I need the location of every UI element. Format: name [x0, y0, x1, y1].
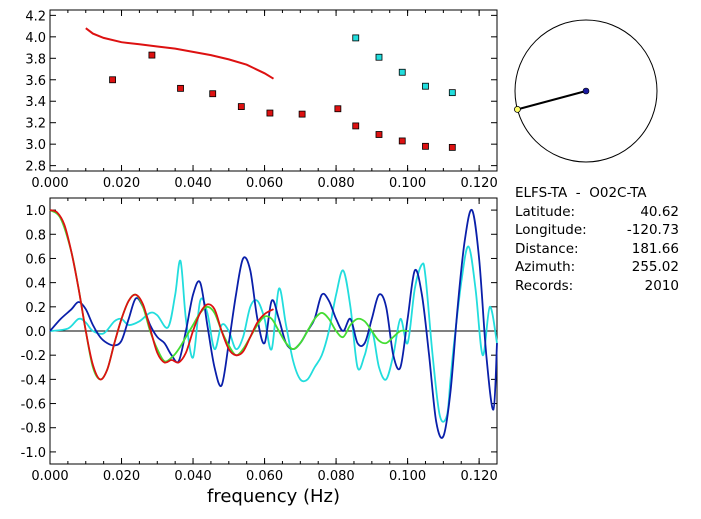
data-point — [109, 76, 116, 84]
y-tick-label: -0.8 — [21, 422, 46, 437]
y-tick-label: -0.6 — [21, 398, 46, 413]
x-tick-label: 0.080 — [317, 469, 354, 484]
plot-frame — [49, 9, 498, 172]
data-point — [266, 109, 274, 117]
x-tick-label: 0.040 — [174, 469, 211, 484]
data-point — [352, 34, 360, 42]
data-point — [398, 68, 406, 76]
x-tick-label: 0.100 — [389, 176, 426, 191]
y-tick-label: -0.2 — [21, 349, 46, 364]
data-point — [375, 131, 383, 138]
y-tick-label: 2.8 — [25, 160, 46, 175]
x-tick-label: 0.120 — [461, 176, 498, 191]
info-value: -120.73 — [626, 222, 679, 238]
azimuth-circle — [514, 19, 658, 163]
y-tick-label: 3.6 — [25, 74, 46, 89]
blue-series-line — [49, 208, 498, 439]
y-tick-label: -0.4 — [21, 373, 46, 388]
y-tick-label: 3.8 — [25, 52, 46, 67]
x-tick-label: 0.100 — [389, 469, 426, 484]
info-value: 40.62 — [640, 203, 679, 220]
red-series-line — [49, 209, 274, 381]
data-point — [422, 142, 429, 150]
y-tick-label: 1.0 — [25, 204, 46, 219]
y-tick-label: 0.6 — [25, 252, 46, 267]
x-tick-label: 0.120 — [461, 469, 498, 484]
data-point — [398, 137, 406, 145]
coherence-plot: 0.000 0.020 0.040 0.060 0.080 0.100 0.120 1.0 0.… — [21, 197, 498, 507]
x-tick-label: 0.000 — [31, 469, 68, 484]
data-point — [422, 82, 429, 90]
dispersion-curve — [85, 27, 275, 80]
data-point — [209, 90, 217, 98]
info-row: Azimuth: 255.02 — [515, 258, 701, 277]
info-value: 255.02 — [631, 259, 679, 275]
data-point — [352, 122, 360, 130]
data-point — [237, 103, 245, 110]
y-tick-label: 0.8 — [25, 228, 46, 243]
data-point — [448, 143, 456, 151]
x-tick-label: 0.040 — [174, 176, 211, 191]
data-point — [375, 53, 383, 61]
data-point — [177, 84, 184, 92]
info-value: 181.66 — [631, 240, 679, 257]
info-label: Records: — [515, 277, 574, 294]
info-row: Latitude: 40.62 — [515, 203, 701, 222]
station-info-panel: ELFS-TA - O02C-TA Latitude: 40.62 Longitud… — [515, 184, 701, 295]
cyan-series-line — [49, 245, 498, 423]
x-tick-label: 0.060 — [246, 176, 283, 191]
y-tick-label: 0.4 — [25, 277, 46, 292]
y-tick-label: 3.2 — [25, 117, 46, 132]
data-point — [148, 51, 156, 59]
info-row: Records: 2010 — [515, 277, 701, 296]
azimuth-plot — [514, 19, 658, 163]
x-tick-label: 0.060 — [246, 469, 283, 484]
x-tick-label: 0.080 — [317, 176, 354, 191]
y-tick-label: 4.2 — [25, 9, 46, 24]
data-point — [448, 89, 456, 97]
info-row: Longitude: -120.73 — [515, 221, 701, 240]
source-marker — [514, 105, 521, 113]
y-tick-label: 3.4 — [25, 95, 46, 110]
y-tick-label: 0.0 — [25, 325, 46, 340]
y-tick-label: 3.0 — [25, 138, 46, 153]
info-label: Azimuth: — [515, 259, 576, 275]
x-tick-label: 0.020 — [103, 469, 140, 484]
azimuth-line — [517, 90, 587, 111]
velocity-plot: 0.000 0.020 0.040 0.060 0.080 0.100 0.120 2.8 3.… — [25, 9, 497, 191]
info-row: Distance: 181.66 — [515, 240, 701, 259]
info-label: Latitude: — [515, 203, 576, 220]
station-pair: ELFS-TA - O02C-TA — [515, 185, 647, 201]
y-tick-label: 4.0 — [25, 31, 46, 46]
info-label: Distance: — [515, 240, 579, 257]
green-series-line — [49, 209, 408, 381]
y-tick-label: -1.0 — [21, 446, 46, 461]
y-tick-label: 0.2 — [25, 301, 46, 316]
x-axis-label: frequency (Hz) — [207, 486, 340, 507]
data-point — [334, 105, 342, 113]
x-tick-label: 0.020 — [103, 176, 140, 191]
data-point — [298, 110, 306, 118]
info-value: 2010 — [644, 277, 679, 294]
info-label: Longitude: — [515, 222, 587, 238]
x-tick-label: 0.000 — [31, 176, 68, 191]
station-marker — [582, 87, 590, 95]
